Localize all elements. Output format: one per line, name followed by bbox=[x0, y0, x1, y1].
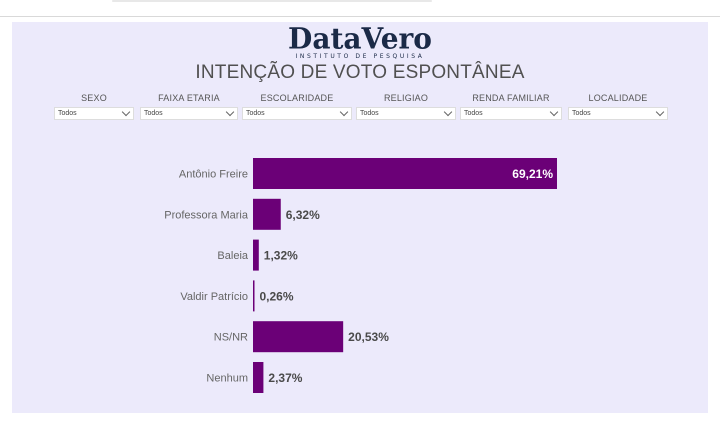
filter-value: Todos bbox=[58, 110, 77, 117]
data-label: 1,32% bbox=[264, 249, 298, 263]
filter-value: Todos bbox=[572, 110, 591, 117]
bar[interactable] bbox=[253, 280, 255, 312]
top-bar bbox=[0, 0, 720, 17]
category-label: Professora Maria bbox=[164, 209, 249, 221]
data-label: 0,26% bbox=[260, 289, 294, 303]
brand-logo: DataVero INSTITUTO DE PESQUISA bbox=[12, 21, 708, 60]
category-label: NS/NR bbox=[214, 332, 248, 344]
category-label: Antônio Freire bbox=[179, 169, 248, 181]
bar[interactable] bbox=[253, 321, 344, 353]
filter-dropdown-sexo[interactable]: Todos bbox=[54, 107, 134, 120]
bar[interactable] bbox=[253, 362, 264, 393]
filter-renda-familiar: RENDA FAMILIAR Todos bbox=[460, 92, 562, 122]
bar[interactable] bbox=[253, 239, 259, 271]
data-label: 2,37% bbox=[268, 371, 302, 385]
data-label: 20,53% bbox=[348, 330, 389, 344]
filter-dropdown-faixa-etaria[interactable]: Todos bbox=[140, 107, 238, 120]
logo-tagline: INSTITUTO DE PESQUISA bbox=[295, 53, 425, 60]
category-label: Baleia bbox=[217, 250, 248, 262]
filter-localidade: LOCALIDADE Todos bbox=[568, 92, 668, 122]
data-label: 6,32% bbox=[286, 208, 320, 222]
filter-label: ESCOLARIDADE bbox=[260, 93, 334, 103]
filter-value: Todos bbox=[144, 110, 163, 117]
top-strip bbox=[112, 0, 432, 2]
filter-escolaridade: ESCOLARIDADE Todos bbox=[242, 92, 352, 122]
filter-label: RENDA FAMILIAR bbox=[472, 93, 550, 103]
bar[interactable] bbox=[253, 198, 281, 230]
filter-dropdown-localidade[interactable]: Todos bbox=[568, 107, 668, 120]
filter-dropdown-renda-familiar[interactable]: Todos bbox=[460, 107, 562, 120]
filter-label: RELIGIAO bbox=[383, 93, 429, 103]
filter-value: Todos bbox=[246, 110, 265, 117]
filter-label: LOCALIDADE bbox=[588, 93, 648, 103]
filter-value: Todos bbox=[360, 110, 379, 117]
filter-sexo: SEXO Todos bbox=[54, 92, 134, 122]
filter-dropdown-escolaridade[interactable]: Todos bbox=[242, 107, 352, 120]
filter-religiao: RELIGIAO Todos bbox=[356, 92, 456, 122]
filter-faixa-etaria: FAIXA ETARIA Todos bbox=[140, 92, 238, 122]
category-label: Valdir Patrício bbox=[180, 291, 248, 303]
chart-title: INTENÇÃO DE VOTO ESPONTÂNEA bbox=[195, 62, 525, 83]
bar[interactable] bbox=[253, 158, 557, 189]
filter-label: FAIXA ETARIA bbox=[158, 93, 220, 103]
logo-name: DataVero bbox=[288, 21, 432, 56]
data-label: 69,21% bbox=[512, 167, 553, 181]
report-panel: DataVero INSTITUTO DE PESQUISA INTENÇÃO … bbox=[12, 22, 708, 413]
filter-dropdown-religiao[interactable]: Todos bbox=[356, 107, 456, 120]
bar-chart: Antônio Freire 69,21% Professora Maria 6,32… bbox=[164, 158, 557, 393]
filter-value: Todos bbox=[464, 110, 483, 117]
category-label: Nenhum bbox=[206, 373, 248, 385]
filter-label: SEXO bbox=[81, 93, 107, 103]
